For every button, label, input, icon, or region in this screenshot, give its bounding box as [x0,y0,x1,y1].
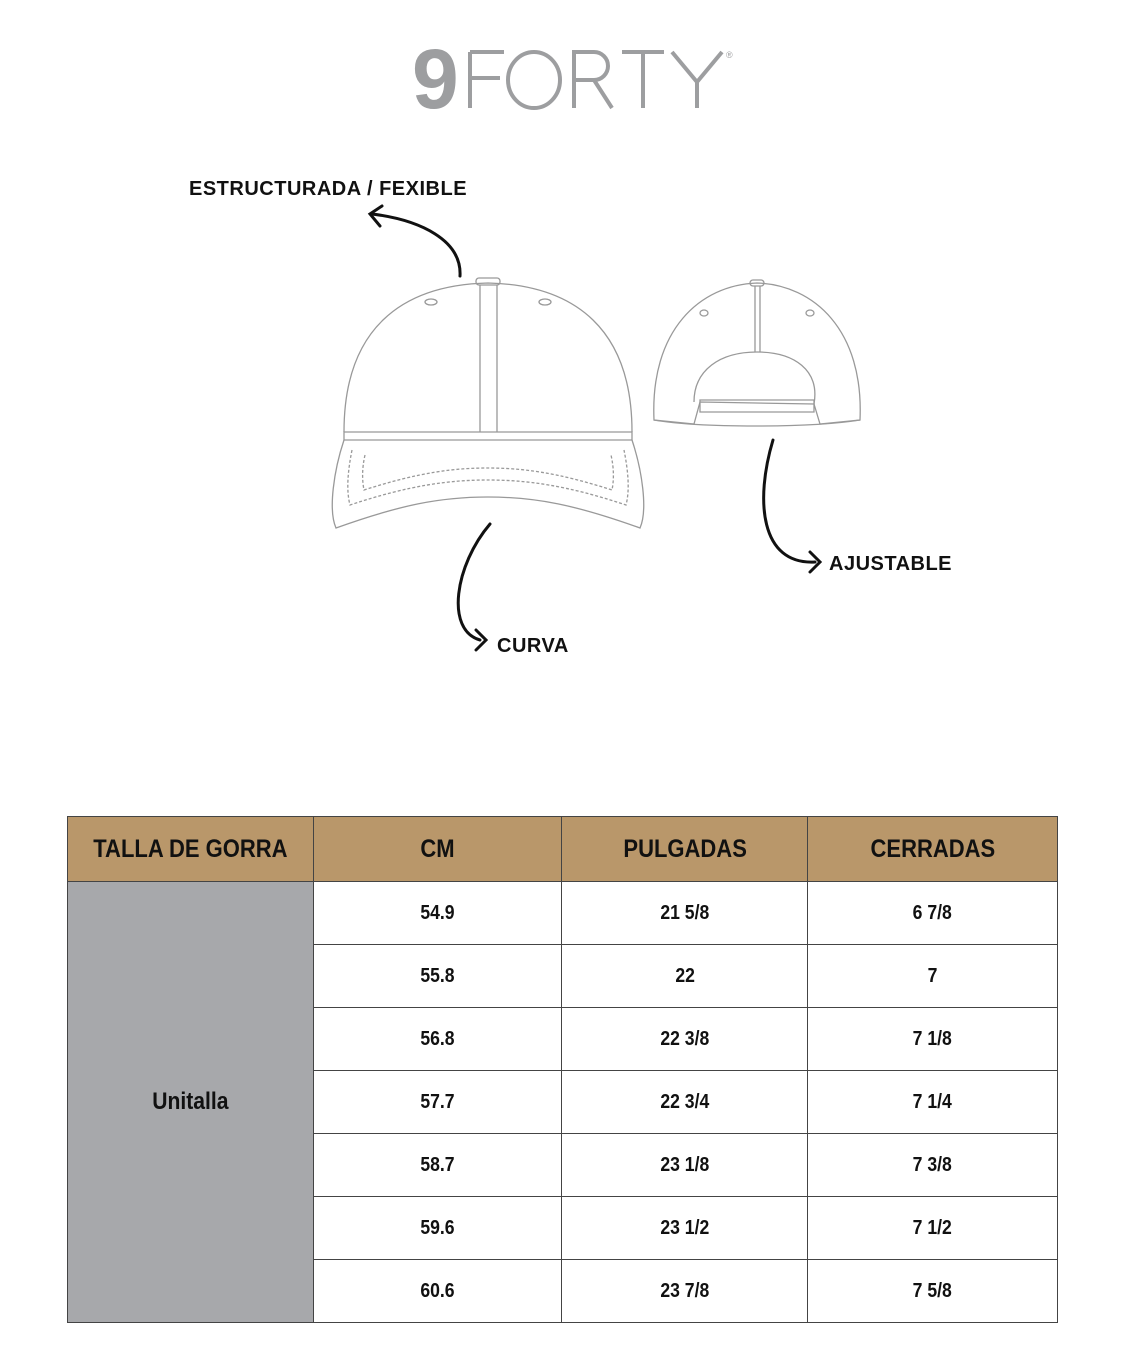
cell-pulgadas: 22 3/8 [561,1007,809,1071]
cap-back-drawing [653,279,861,427]
size-table: TALLA DE GORRA CM PULGADAS CERRADAS Unit… [67,816,1058,1323]
cell-cerradas: 7 1/2 [807,1196,1058,1260]
table-header-row: TALLA DE GORRA CM PULGADAS CERRADAS [67,816,1058,882]
table-row: 56.8 22 3/8 7 1/8 [68,1007,1058,1071]
brand-logo: 9 ® [412,40,742,120]
arrows [367,204,823,652]
cell-cerradas: 7 1/8 [807,1007,1058,1071]
cell-pulgadas: 23 1/8 [561,1133,809,1197]
cell-cm: 57.7 [312,1070,563,1134]
table-row: 59.6 23 1/2 7 1/2 [68,1196,1058,1260]
cell-cerradas: 7 3/8 [807,1133,1058,1197]
table-row: 58.7 23 1/8 7 3/8 [68,1133,1058,1197]
table-row: Unitalla 54.9 21 5/8 6 7/8 [67,881,1058,1323]
cell-cm: 54.9 [312,881,563,945]
svg-text:9: 9 [412,40,459,120]
cell-cerradas: 7 5/8 [807,1259,1058,1323]
cell-cm: 58.7 [312,1133,563,1197]
table-row: 60.6 23 7/8 7 5/8 [68,1259,1058,1323]
cell-cm: 60.6 [312,1259,563,1323]
label-curve: CURVA [497,635,569,657]
cell-cm: 56.8 [312,1007,563,1071]
header-size: TALLA DE GORRA [67,816,314,882]
size-cell: Unitalla [67,881,314,1323]
cell-cm: 55.8 [312,944,563,1008]
cell-cm: 59.6 [312,1196,563,1260]
header-inches: PULGADAS [561,816,809,882]
arrow-top [370,212,462,278]
cell-cerradas: 6 7/8 [807,881,1058,945]
svg-text:®: ® [726,50,733,60]
cap-front-drawing [331,277,645,529]
cell-pulgadas: 22 [561,944,809,1008]
cell-pulgadas: 23 1/2 [561,1196,809,1260]
table-row: 57.7 22 3/4 7 1/4 [68,1070,1058,1134]
cell-cerradas: 7 [807,944,1058,1008]
cell-pulgadas: 21 5/8 [561,881,809,945]
header-cm: CM [312,816,563,882]
cell-pulgadas: 22 3/4 [561,1070,809,1134]
label-structured: ESTRUCTURADA / FEXIBLE [189,178,468,200]
label-adjustable: AJUSTABLE [829,553,953,575]
cell-pulgadas: 23 7/8 [561,1259,809,1323]
arrow-visor [456,522,492,642]
cap-illustrations [331,204,861,652]
cell-cerradas: 7 1/4 [807,1070,1058,1134]
table-row: 55.8 22 7 [68,944,1058,1008]
header-fitted: CERRADAS [807,816,1058,882]
arrow-back [762,438,817,564]
